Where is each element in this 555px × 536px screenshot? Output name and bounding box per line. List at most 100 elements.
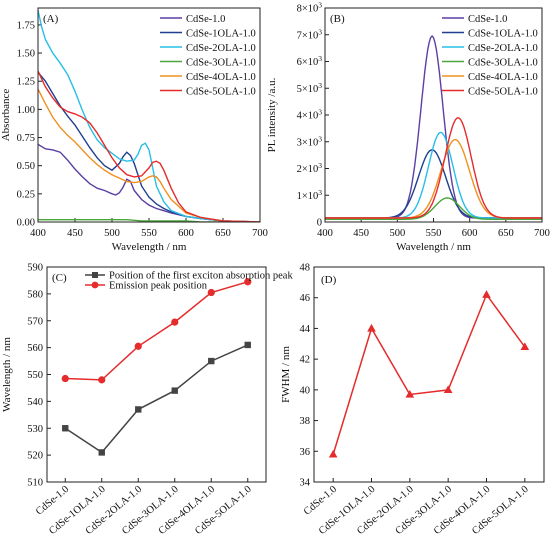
series-line: [325, 131, 542, 219]
series-line: [64, 344, 249, 454]
y-axis-label: Wavelength / nm: [1, 337, 13, 412]
plot-frame: [324, 7, 543, 223]
y-axis-label: FWHM / nm: [280, 346, 292, 403]
data-point: [328, 449, 338, 458]
y-tick-label: 42: [300, 355, 311, 366]
legend-label: Position of the first exciton absorption…: [109, 271, 293, 282]
legend-label: CdSe-2OLA-1.0: [468, 43, 538, 54]
legend-label: CdSe-4OLA-1.0: [468, 72, 538, 83]
x-tick-label: 600: [178, 228, 194, 239]
legend-label: CdSe-2OLA-1.0: [186, 43, 256, 54]
y-tick-label: 0.50: [17, 161, 35, 172]
data-point: [171, 387, 178, 394]
data-point: [244, 341, 251, 349]
series-line: [65, 281, 249, 381]
legend-label: CdSe-3OLA-1.0: [468, 58, 538, 69]
x-tick-label: 400: [317, 228, 333, 239]
y-tick-label: 590: [27, 263, 43, 274]
y-tick-label: 36: [300, 447, 311, 458]
legend-label: CdSe-4OLA-1.0: [186, 72, 256, 83]
x-tick-label: 700: [534, 228, 550, 239]
y-tick-label: 540: [27, 397, 43, 408]
y-tick-label: 5×103: [297, 81, 323, 95]
y-tick-mantissa: 0: [317, 218, 322, 229]
legend-label: CdSe-5OLA-1.0: [468, 87, 538, 98]
x-tick-label: 650: [215, 228, 231, 239]
x-tick-label: 600: [462, 228, 478, 239]
panel-label: (A): [43, 13, 59, 25]
y-tick-exponent: 3: [318, 81, 322, 90]
y-tick-mantissa: 6×10: [297, 57, 319, 68]
series-line: [332, 293, 526, 455]
y-tick-label: 46: [300, 293, 311, 304]
legend-label: Emission peak position: [109, 281, 208, 292]
data-point: [208, 357, 215, 365]
x-axis-label: Wavelength / nm: [112, 241, 187, 253]
y-tick-label: 1.00: [17, 105, 35, 116]
y-tick-exponent: 3: [318, 161, 322, 170]
series-line: [38, 71, 260, 222]
y-tick-label: 530: [27, 424, 43, 435]
y-tick-label: 4×103: [297, 108, 323, 122]
y-tick-label: 2×103: [297, 161, 323, 175]
y-tick-mantissa: 1×10: [297, 191, 319, 202]
series-line: [325, 116, 542, 219]
data-point: [367, 323, 376, 332]
y-tick-mantissa: 4×10: [297, 111, 319, 122]
plot-frame: [37, 7, 261, 223]
series-line: [38, 143, 260, 222]
y-tick-label: 48: [300, 263, 311, 274]
y-tick-label: 580: [27, 289, 43, 300]
legend-label: CdSe-1OLA-1.0: [186, 29, 256, 40]
y-tick-label: 7×103: [297, 27, 323, 41]
y-tick-exponent: 3: [318, 27, 322, 36]
x-tick-label: 500: [389, 228, 405, 239]
x-tick-label: 450: [353, 228, 369, 239]
panel-c: 510 520 530 540 550 560 570 580 590 Wavelength / …: [1, 263, 293, 536]
data-point: [62, 425, 69, 432]
y-tick-exponent: 3: [318, 134, 322, 143]
data-point: [207, 288, 215, 297]
y-tick-label: 1.25: [17, 77, 35, 88]
legend-marker: [92, 272, 98, 278]
y-tick-label: 8×103: [297, 1, 323, 15]
y-tick-label: 510: [27, 478, 43, 489]
y-tick-label: 0.00: [17, 218, 35, 229]
data-point: [135, 406, 142, 413]
panel-label: (D): [321, 274, 337, 286]
x-axis-label: Wavelength / nm: [396, 241, 471, 253]
legend-marker: [91, 281, 99, 289]
legend-label: CdSe-1.0: [186, 14, 225, 25]
y-tick-label: 560: [27, 343, 43, 354]
x-tick-label: 450: [67, 228, 83, 239]
y-tick-label: 1.50: [17, 49, 35, 60]
x-tick-label: CdSe-1.0: [302, 484, 339, 518]
plot-frame: [313, 266, 545, 483]
data-point: [98, 376, 106, 384]
legend-label: CdSe-1OLA-1.0: [468, 29, 538, 40]
y-tick-label: 0.75: [17, 133, 35, 144]
panel-a: 400 450 500 550 600 650 700 Wavelength / nm 0.00…: [0, 10, 268, 253]
series-line: [325, 197, 542, 221]
data-point: [134, 342, 142, 350]
y-axis-label: Absorbance: [0, 89, 12, 142]
data-point: [520, 342, 530, 351]
y-tick-label: 520: [27, 451, 43, 462]
data-point: [405, 389, 415, 398]
data-point: [443, 385, 453, 394]
y-tick-mantissa: 2×10: [297, 164, 319, 175]
y-axis-label: PL intensity /a.u.: [266, 77, 278, 152]
y-tick-label: 1.75: [17, 20, 35, 31]
data-point: [244, 278, 252, 286]
y-tick-exponent: 3: [318, 54, 322, 63]
x-tick-label: 500: [104, 228, 120, 239]
y-tick-label: 34: [300, 478, 311, 489]
y-tick-mantissa: 3×10: [297, 137, 319, 148]
plot-frame: [46, 266, 267, 483]
data-point: [171, 318, 179, 326]
y-tick-label: 6×103: [297, 54, 323, 68]
legend-label: CdSe-3OLA-1.0: [186, 58, 256, 69]
series-line: [38, 88, 260, 222]
